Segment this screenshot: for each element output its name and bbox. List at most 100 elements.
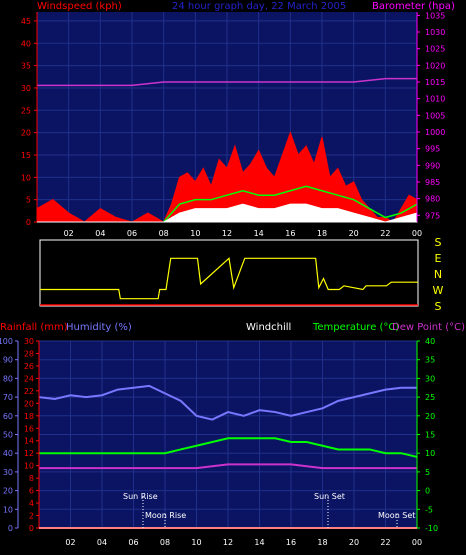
windspeed-axis: 0 5 10 15 20 25 30 35 40 45 (21, 12, 38, 227)
barometer-tick-label: 1030 (425, 28, 445, 37)
hour-tick-label: 00 (412, 229, 422, 238)
hour-tick-label: 00 (412, 538, 422, 547)
wind-direction-line (40, 257, 418, 300)
direction-plot-area (39, 239, 419, 307)
hour-tick-label: 12 (222, 229, 232, 238)
humidity-tick-label: 90 (3, 356, 13, 365)
direction-label-w: W (433, 284, 444, 297)
gust-line (163, 185, 418, 223)
barometer-tick-label: 1035 (425, 11, 445, 20)
sun-set-label: Sun Set (314, 492, 345, 501)
windspeed-tick-label: 15 (21, 151, 31, 160)
hour-tick-label: 22 (380, 538, 390, 547)
hour-tick-label: 14 (254, 229, 264, 238)
barometer-tick-label: 990 (425, 161, 440, 170)
humidity-tick-label: 30 (3, 468, 13, 477)
hour-axis-top: 02 04 06 08 10 12 14 16 18 20 22 00 (37, 221, 422, 238)
barometer-tick-label: 1015 (425, 78, 445, 87)
hour-tick-label: 08 (159, 229, 169, 238)
hour-tick-label: 04 (95, 229, 105, 238)
barometer-line (37, 77, 417, 87)
moon-rise-label: Moon Rise (145, 511, 186, 520)
humidity-tick-label: 80 (3, 374, 13, 383)
temperature-tick-label: 30 (425, 374, 435, 383)
hour-tick-label: 20 (349, 229, 359, 238)
humidity-tick-label: 40 (3, 449, 13, 458)
humidity-tick-label: 50 (3, 431, 13, 440)
moon-set-label: Moon Set (378, 511, 415, 520)
rainfall-tick-label: 16 (24, 424, 34, 433)
hour-tick-label: 04 (97, 538, 107, 547)
hour-tick-label: 18 (317, 229, 327, 238)
rainfall-tick-label: 0 (29, 524, 34, 533)
windspeed-tick-label: 45 (21, 17, 31, 26)
windspeed-tick-label: 25 (21, 106, 31, 115)
rainfall-tick-label: 30 (24, 337, 34, 346)
rainfall-tick-label: 12 (24, 449, 34, 458)
dewpoint-legend: Dew Point (°C) (392, 322, 465, 333)
temperature-line (39, 437, 418, 458)
graph-title: 24 hour graph day, 22 March 2005 (172, 1, 346, 12)
hour-tick-label: 10 (190, 229, 200, 238)
temperature-tick-label: 5 (425, 468, 430, 477)
hour-tick-label: 10 (191, 538, 201, 547)
temperature-tick-label: 25 (425, 393, 435, 402)
hour-tick-label: 02 (64, 229, 74, 238)
rainfall-axis-title: Rainfall (mm) (0, 322, 68, 333)
barometer-tick-label: 1010 (425, 95, 445, 104)
humidity-tick-label: 10 (3, 505, 13, 514)
humidity-tick-label: 20 (3, 487, 13, 496)
rainfall-tick-label: 28 (24, 349, 34, 358)
hour-tick-label: 06 (128, 538, 138, 547)
humidity-axis: 0 10 20 30 40 50 60 70 80 90 100 (0, 337, 19, 533)
rainfall-tick-label: 14 (24, 437, 34, 446)
rainfall-tick-label: 2 (29, 512, 34, 521)
temperature-tick-label: 0 (425, 487, 430, 496)
windspeed-tick-label: 35 (21, 62, 31, 71)
windspeed-axis-title: Windspeed (kph) (37, 1, 122, 12)
barometer-axis: 975 980 985 990 995 1000 1005 1010 1015 1020 1025 1… (416, 11, 445, 222)
dewpoint-line (39, 463, 417, 470)
rainfall-tick-label: 22 (24, 387, 34, 396)
direction-label-s: S (435, 300, 442, 313)
windspeed-tick-label: 0 (26, 218, 31, 227)
sun-rise-label: Sun Rise (123, 492, 158, 501)
temperature-tick-label: 15 (425, 431, 435, 440)
rainfall-tick-label: 4 (29, 499, 34, 508)
windspeed-tick-label: 10 (21, 173, 31, 182)
windspeed-tick-label: 5 (26, 196, 31, 205)
barometer-tick-label: 980 (425, 195, 440, 204)
humidity-tick-label: 70 (3, 393, 13, 402)
hour-tick-label: 20 (349, 538, 359, 547)
temperature-tick-label: -5 (425, 505, 433, 514)
rainfall-tick-label: 20 (24, 399, 34, 408)
windchill-legend: Windchill (246, 322, 291, 333)
hour-tick-label: 16 (285, 229, 295, 238)
windspeed-tick-label: 30 (21, 84, 31, 93)
rainfall-tick-label: 8 (29, 474, 34, 483)
hour-tick-label: 06 (127, 229, 137, 238)
temperature-tick-label: -10 (425, 524, 438, 533)
direction-label-e: E (435, 252, 442, 265)
humidity-tick-label: 60 (3, 412, 13, 421)
barometer-tick-label: 975 (425, 211, 440, 220)
hour-axis-bottom: 02 04 06 08 10 12 14 16 18 20 22 00 (39, 527, 422, 547)
rainfall-tick-label: 10 (24, 462, 34, 471)
hour-tick-label: 14 (254, 538, 264, 547)
temperature-tick-label: 10 (425, 449, 435, 458)
rainfall-tick-label: 6 (29, 487, 34, 496)
hour-tick-label: 16 (286, 538, 296, 547)
rainfall-tick-label: 24 (24, 374, 34, 383)
temperature-tick-label: 40 (425, 337, 435, 346)
barometer-tick-label: 1000 (425, 128, 445, 137)
temperature-tick-label: 20 (425, 412, 435, 421)
direction-label-n: N (434, 268, 442, 281)
humidity-tick-label: 100 (0, 337, 13, 346)
windspeed-tick-label: 20 (21, 129, 31, 138)
hour-tick-label: 12 (223, 538, 233, 547)
wind-direction-series (40, 257, 418, 306)
windspeed-area (36, 131, 418, 223)
barometer-tick-label: 1025 (425, 45, 445, 54)
